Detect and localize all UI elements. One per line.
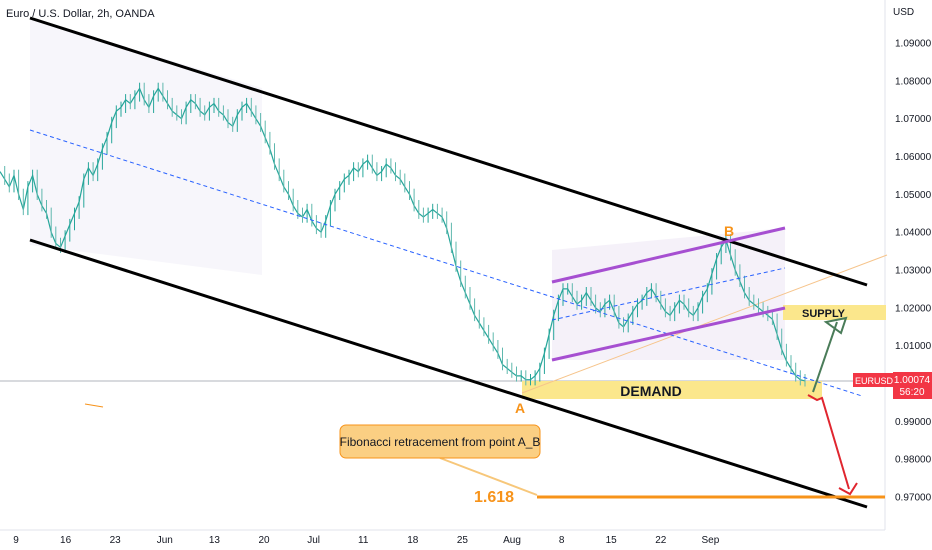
- y-tick-label: 1.05000: [895, 190, 932, 201]
- arrow-up-head: [823, 316, 848, 335]
- x-tick-label: Jun: [157, 535, 173, 546]
- demand-zone[interactable]: [522, 381, 822, 399]
- x-tick-label: 23: [110, 535, 122, 546]
- mini-channel-upper[interactable]: [551, 226, 786, 284]
- x-tick-label: 20: [258, 535, 270, 546]
- price-tag-value: 1.00074: [894, 375, 931, 386]
- fib-trend-line: [521, 254, 888, 394]
- y-tick-label: 1.02000: [895, 303, 932, 314]
- x-tick-label: Jul: [307, 535, 320, 546]
- stray-mark: [84, 403, 104, 408]
- candles: [4, 82, 806, 387]
- mini-channel-midline[interactable]: [551, 267, 786, 321]
- y-tick-label: 1.04000: [895, 228, 932, 239]
- channel-shade: [30, 18, 262, 275]
- y-tick-label: 1.06000: [895, 152, 932, 163]
- fib-callout-text: Fibonacci retracement from point A_B: [340, 435, 541, 449]
- y-tick-label: 0.97000: [895, 493, 932, 504]
- y-tick-label: 0.99000: [895, 417, 932, 428]
- y-tick-label: 1.09000: [895, 39, 932, 50]
- price-axis[interactable]: 1.09000 1.08000 1.07000 1.06000 1.05000 1.040…: [895, 39, 932, 504]
- fib-callout-connector: [439, 457, 538, 496]
- supply-label: SUPPLY: [802, 308, 846, 320]
- time-axis[interactable]: 9 16 23 Jun 13 20 Jul 11 18 25 Aug 8 15 22 Sep: [13, 535, 720, 546]
- symbol-tag-text: EURUSD: [855, 376, 894, 386]
- currency-label: USD: [893, 7, 914, 18]
- supply-zone[interactable]: [783, 305, 886, 320]
- price-tag-countdown: 56:20: [899, 387, 924, 398]
- point-a-label: A: [515, 400, 525, 416]
- series-line: [0, 87, 806, 382]
- channel-lower-line[interactable]: [29, 238, 868, 509]
- x-tick-label: 18: [407, 535, 419, 546]
- x-tick-label: 25: [457, 535, 469, 546]
- arrow-down-head: [838, 482, 858, 496]
- point-b-label: B: [724, 223, 734, 239]
- x-tick-label: 22: [655, 535, 667, 546]
- arrow-down-path: [807, 394, 850, 490]
- fib-level-label: 1.618: [474, 489, 514, 506]
- x-tick-label: Aug: [503, 535, 521, 546]
- x-tick-label: 11: [358, 535, 369, 546]
- y-tick-label: 1.08000: [895, 76, 932, 87]
- x-tick-label: 9: [13, 535, 19, 546]
- chart-title: Euro / U.S. Dollar, 2h, OANDA: [6, 8, 155, 20]
- x-tick-label: 8: [559, 535, 565, 546]
- x-tick-label: 16: [60, 535, 72, 546]
- channel-midline[interactable]: [29, 129, 863, 397]
- symbol-tag: [853, 373, 895, 387]
- demand-label: DEMAND: [620, 383, 681, 399]
- x-tick-label: Sep: [702, 535, 720, 546]
- y-tick-label: 1.03000: [895, 266, 932, 277]
- x-tick-label: 15: [606, 535, 618, 546]
- arrow-up-path: [812, 321, 838, 393]
- fib-callout-box[interactable]: [339, 424, 541, 459]
- x-tick-label: 13: [209, 535, 221, 546]
- price-tag: [893, 372, 932, 399]
- y-tick-label: 0.98000: [895, 455, 932, 466]
- y-tick-label: 1.01000: [895, 341, 932, 352]
- mini-channel-lower[interactable]: [551, 306, 786, 362]
- y-tick-label: 1.07000: [895, 114, 932, 125]
